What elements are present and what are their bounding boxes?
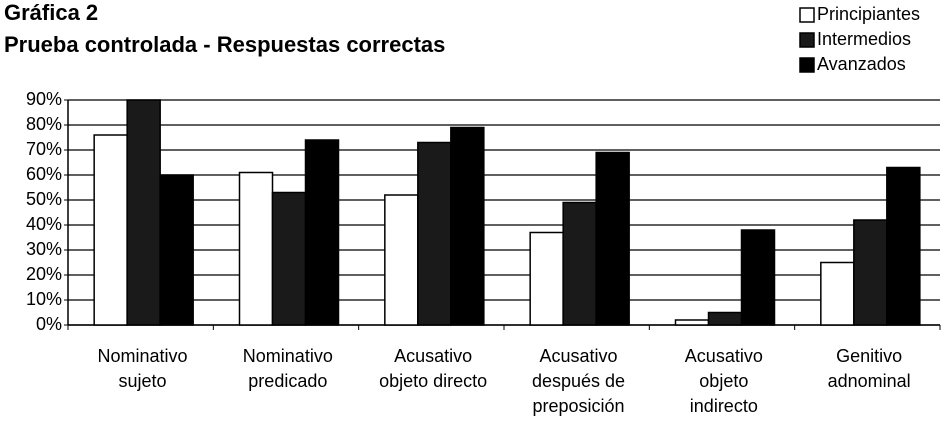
bar — [562, 201, 597, 326]
y-tick-label: 30% — [26, 239, 62, 259]
bar — [740, 229, 776, 326]
y-tick-label: 0% — [36, 314, 62, 334]
x-tick-label: Genitivo adnominal — [827, 346, 911, 391]
legend-label: Principiantes — [817, 4, 920, 24]
bar — [271, 191, 307, 326]
bar — [853, 219, 888, 326]
y-tick-label: 50% — [26, 189, 62, 209]
legend-swatch — [799, 57, 815, 73]
x-tick-label: Acusativo objeto directo — [379, 346, 488, 391]
y-tick-label: 80% — [26, 114, 62, 134]
bar — [529, 231, 564, 326]
chart-title: Gráfica 2 — [4, 0, 98, 25]
y-tick-label: 70% — [26, 139, 62, 159]
bar — [304, 139, 340, 326]
x-tick-label: Acusativo después de preposición — [531, 346, 626, 416]
bar — [820, 261, 855, 326]
bar — [417, 141, 452, 326]
y-tick-label: 40% — [26, 214, 62, 234]
legend-swatch — [799, 32, 815, 48]
bar — [450, 126, 485, 326]
x-tick-label: Nominativo predicado — [242, 346, 333, 391]
x-tick-label: Nominativo sujeto — [97, 346, 188, 391]
y-tick-label: 60% — [26, 164, 62, 184]
x-tick-label: Acusativo objeto indirecto — [684, 346, 763, 416]
y-tick-label: 90% — [26, 89, 62, 109]
bar — [595, 151, 630, 326]
bar — [674, 319, 710, 326]
bar — [384, 194, 419, 326]
legend-label: Intermedios — [817, 29, 911, 49]
legend-label: Avanzados — [817, 54, 906, 74]
bar — [238, 171, 274, 326]
bar — [159, 174, 194, 326]
bar — [93, 134, 128, 326]
legend-swatch — [799, 7, 815, 23]
chart-subtitle: Prueba controlada - Respuestas correctas — [4, 32, 445, 57]
bar — [126, 99, 161, 326]
bar — [886, 166, 921, 326]
y-tick-label: 10% — [26, 289, 62, 309]
bar — [707, 311, 743, 326]
y-tick-label: 20% — [26, 264, 62, 284]
